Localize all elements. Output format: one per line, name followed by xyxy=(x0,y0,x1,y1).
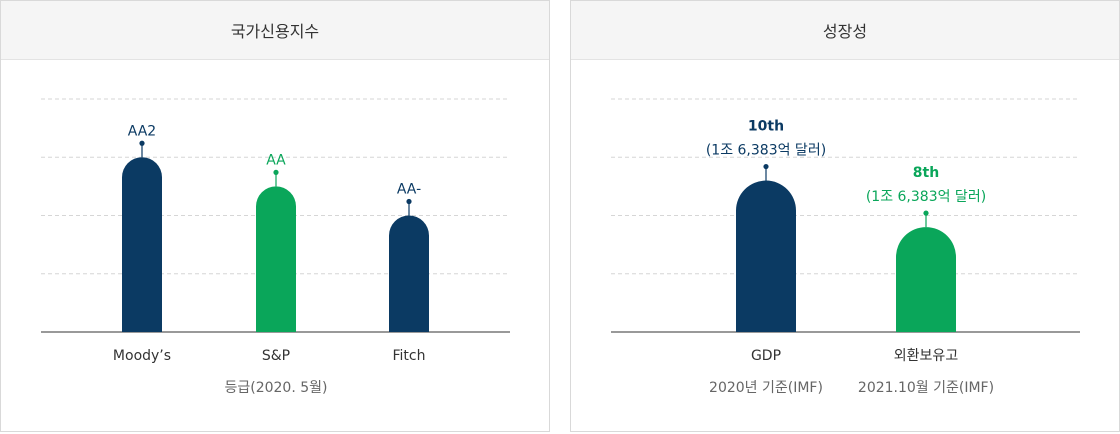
bar xyxy=(389,215,429,332)
bar xyxy=(896,227,956,332)
growth-panel: 성장성 (1조 6,383억 달러) 10th GDP (1조 6,383억 달러) 8… xyxy=(570,0,1120,432)
category-label: S&P xyxy=(262,348,290,364)
bar-label: AA xyxy=(266,152,286,168)
footnote-reserves: 2021.10월 기준(IMF) xyxy=(857,380,995,396)
footnote-gdp: 2020년 기준(IMF) xyxy=(709,380,823,396)
bar-sublabel: (1조 6,383억 달러) xyxy=(706,143,826,159)
panel-title: 국가신용지수 xyxy=(1,1,549,60)
bar-marker xyxy=(406,198,412,205)
bar-marker xyxy=(273,169,279,175)
bar-label: 10th xyxy=(748,119,784,135)
credit-rating-panel: 국가신용지수 AA2 Moody’s AA S&P AA- Fitch 등급(2020. … xyxy=(0,0,550,432)
panel-title: 성장성 xyxy=(571,1,1119,60)
bar xyxy=(122,157,162,332)
growth-chart: (1조 6,383억 달러) 10th GDP (1조 6,383억 달러) 8th 외환… xyxy=(611,98,1080,364)
bar-label: AA- xyxy=(397,182,421,198)
category-label: GDP xyxy=(751,348,781,364)
category-label: Moody’s xyxy=(113,348,171,364)
bar xyxy=(256,186,296,332)
bar-marker xyxy=(139,140,145,146)
bar-marker xyxy=(923,210,929,216)
category-label: 외환보유고 xyxy=(894,348,959,364)
bar xyxy=(736,180,796,332)
bar-label: AA2 xyxy=(128,123,156,139)
credit-rating-chart: AA2 Moody’s AA S&P AA- Fitch xyxy=(41,98,510,364)
bar-marker xyxy=(763,163,769,170)
bar-label: 8th xyxy=(913,165,939,181)
bar-sublabel: (1조 6,383억 달러) xyxy=(866,189,986,205)
footnote: 등급(2020. 5월) xyxy=(224,380,328,396)
category-label: Fitch xyxy=(393,348,426,364)
